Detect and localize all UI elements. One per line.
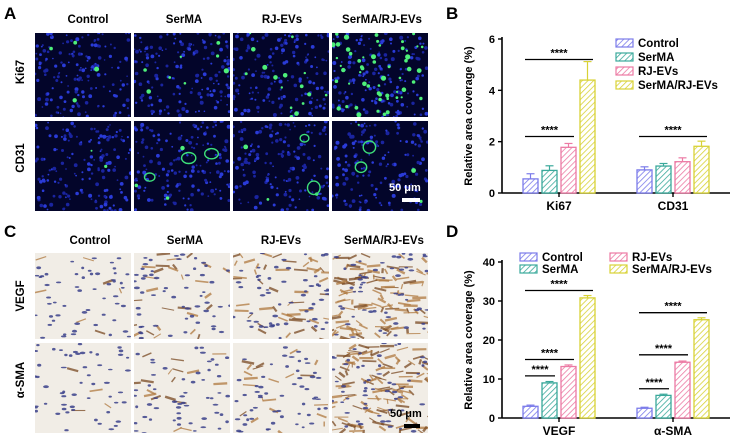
legend-swatch bbox=[609, 264, 628, 274]
significance-label: **** bbox=[645, 377, 663, 389]
scale-bar-a bbox=[402, 198, 420, 202]
bar-serma-1 bbox=[655, 165, 672, 194]
column-header-serma-c: SerMA bbox=[166, 235, 204, 247]
bar-control-1 bbox=[636, 169, 653, 194]
bar-serma-rj-evs-1 bbox=[693, 319, 710, 419]
ihc-image-vegf-control bbox=[35, 253, 131, 339]
y-tick-label: 10 bbox=[483, 374, 495, 386]
significance-label: **** bbox=[664, 301, 682, 313]
legend-label: RJ-EVs bbox=[632, 252, 672, 264]
fluorescence-image-cd31-rj-evs bbox=[233, 121, 329, 211]
bar-rj-evs-0 bbox=[560, 365, 577, 419]
significance-label: **** bbox=[550, 48, 568, 60]
significance-label: **** bbox=[541, 348, 559, 360]
legend-label: Control bbox=[638, 38, 679, 50]
bar-serma-rj-evs-1 bbox=[693, 145, 710, 194]
y-tick-label: 2 bbox=[489, 137, 495, 149]
bar-rj-evs-1 bbox=[674, 161, 691, 194]
y-tick-label: 30 bbox=[483, 296, 495, 308]
bar-control-0 bbox=[522, 405, 539, 419]
column-header-serma: SerMA bbox=[165, 14, 203, 26]
column-header-serma-rj-evs: SerMA/RJ-EVs bbox=[342, 14, 422, 26]
x-category-label: CD31 bbox=[658, 199, 689, 213]
row-header-vegf: VEGF bbox=[15, 280, 27, 312]
row-header-cd31: CD31 bbox=[15, 143, 27, 173]
y-tick-label: 0 bbox=[489, 413, 495, 425]
bar-chart-d: 0 10 20 30 40 Relative area coverage (%) VEGF α… bbox=[463, 252, 730, 438]
ihc-image-alpha-sma-serma bbox=[134, 343, 230, 433]
scale-bar-label-c: 50 μm bbox=[390, 408, 422, 420]
y-axis-label: Relative area coverage (%) bbox=[463, 270, 475, 410]
bar-rj-evs-0 bbox=[560, 146, 577, 194]
legend-swatch bbox=[615, 38, 634, 48]
ihc-image-alpha-sma-control bbox=[35, 343, 131, 433]
bar-serma-rj-evs-0 bbox=[579, 79, 596, 194]
bar-control-1 bbox=[636, 407, 653, 419]
bar-serma-0 bbox=[541, 169, 558, 194]
legend-swatch bbox=[609, 252, 628, 262]
panel-letter-a: A bbox=[4, 4, 17, 23]
column-header-control-c: Control bbox=[69, 235, 111, 247]
row-header-alpha-sma: α-SMA bbox=[15, 361, 27, 399]
legend-label: SerMA/RJ-EVs bbox=[632, 264, 712, 276]
column-header-control: Control bbox=[67, 14, 109, 26]
bar-serma-1 bbox=[655, 394, 672, 419]
significance-label: **** bbox=[664, 125, 682, 137]
ihc-image-vegf-rj-evs bbox=[233, 253, 329, 339]
y-axis-label: Relative area coverage (%) bbox=[463, 46, 475, 186]
fluorescence-image-cd31-serma-rj-evs bbox=[332, 121, 428, 211]
bar-control-0 bbox=[522, 178, 539, 194]
scale-bar-label-a: 50 μm bbox=[389, 182, 421, 194]
fluorescence-image-ki67-serma bbox=[134, 33, 230, 117]
column-header-rj-evs-c: RJ-EVs bbox=[260, 235, 302, 247]
y-tick-label: 0 bbox=[489, 188, 495, 200]
y-tick-label: 6 bbox=[489, 34, 495, 46]
legend-swatch bbox=[615, 80, 634, 90]
significance-label: **** bbox=[541, 125, 559, 137]
legend-label: Control bbox=[542, 252, 583, 264]
scale-bar-c bbox=[404, 424, 420, 428]
bar-serma-0 bbox=[541, 382, 558, 419]
fluorescence-image-ki67-serma-rj-evs bbox=[332, 33, 428, 117]
significance-label: **** bbox=[531, 364, 549, 376]
ihc-image-vegf-serma bbox=[134, 253, 230, 339]
legend-swatch bbox=[615, 52, 634, 62]
fluorescence-image-cd31-control bbox=[35, 121, 131, 211]
panel-letter-b: B bbox=[446, 4, 459, 23]
ihc-image-vegf-serma-rj-evs bbox=[332, 253, 428, 339]
bar-serma-rj-evs-0 bbox=[579, 297, 596, 419]
bar-chart-b: 0 2 4 6 Relative area coverage (%) Ki67 CD31 **… bbox=[463, 34, 730, 213]
significance-label: **** bbox=[655, 343, 673, 355]
y-tick-label: 40 bbox=[483, 257, 495, 269]
fluorescence-image-cd31-serma bbox=[134, 121, 230, 211]
legend-swatch bbox=[519, 252, 538, 262]
x-category-label: VEGF bbox=[543, 424, 576, 438]
legend-swatch bbox=[615, 66, 634, 76]
column-header-serma-rj-evs-c: SerMA/RJ-EVs bbox=[344, 235, 424, 247]
significance-label: **** bbox=[550, 278, 568, 290]
panel-letter-c: C bbox=[4, 222, 17, 241]
bar-rj-evs-1 bbox=[674, 361, 691, 419]
y-tick-label: 20 bbox=[483, 335, 495, 347]
x-category-label: α-SMA bbox=[654, 424, 692, 438]
legend-label: RJ-EVs bbox=[638, 66, 678, 78]
legend-swatch bbox=[519, 264, 538, 274]
panel-letter-d: D bbox=[446, 222, 459, 241]
row-header-ki67: Ki67 bbox=[15, 59, 27, 85]
legend-label: SerMA bbox=[638, 52, 674, 64]
column-header-rj-evs: RJ-EVs bbox=[261, 14, 303, 26]
legend-label: SerMA/RJ-EVs bbox=[638, 80, 718, 92]
legend-label: SerMA bbox=[542, 264, 578, 276]
ihc-image-alpha-sma-serma-rj-evs bbox=[332, 343, 428, 433]
x-category-label: Ki67 bbox=[546, 199, 572, 213]
y-tick-label: 4 bbox=[489, 85, 496, 97]
fluorescence-image-ki67-rj-evs bbox=[233, 33, 329, 117]
fluorescence-image-ki67-control bbox=[35, 33, 131, 117]
ihc-image-alpha-sma-rj-evs bbox=[233, 343, 329, 433]
